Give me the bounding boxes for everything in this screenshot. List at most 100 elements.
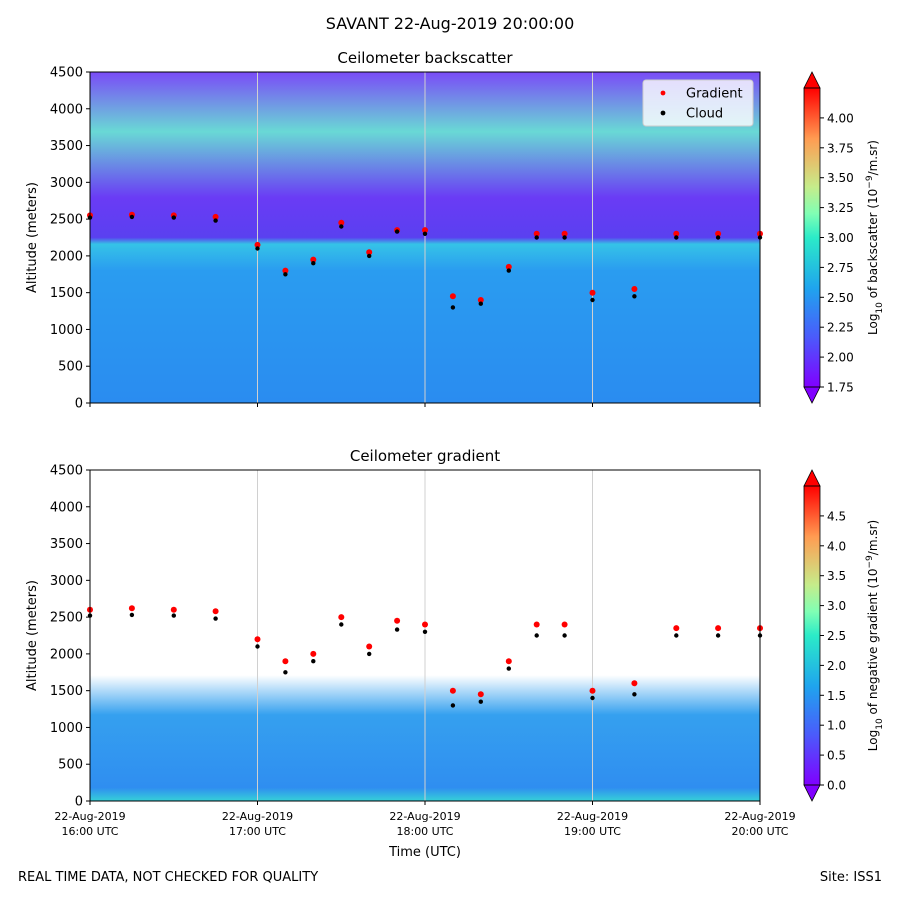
x-tick-label-time: 19:00 UTC [564,825,621,838]
cloud-point [506,666,511,671]
cloud-point [422,231,428,236]
colorbar-tick-label: 3.50 [827,171,854,185]
y-tick-label: 500 [58,360,83,375]
gradient-point [715,230,722,237]
y-tick-label: 2500 [50,611,83,626]
colorbar-tick-label: 3.5 [827,569,846,583]
legend-entry: Cloud [686,107,723,122]
y-tick-label: 1500 [50,684,83,699]
gradient-point [477,297,484,303]
y-tick-label: 0 [75,397,83,412]
gradient-point [422,621,428,628]
gradient-point [477,691,484,698]
quality-disclaimer: REAL TIME DATA, NOT CHECKED FOR QUALITY [18,870,319,885]
cloud-point [674,633,679,638]
panel-title: Ceilometer backscatter [337,49,513,67]
colorbar-extend-max [803,469,821,487]
cloud-point [590,297,595,303]
cloud-point [450,305,456,310]
cloud-point [367,253,372,259]
cloud-point [715,633,721,638]
cloud-point [213,218,218,223]
cloud-point [394,627,400,632]
colorbar-tick-label: 0.0 [827,779,846,793]
gradient-point [394,617,401,624]
x-tick-label-date: 22-Aug-2019 [54,810,125,823]
gradient-point [338,614,345,621]
legend-entry: Gradient [686,87,743,102]
cloud-point [129,214,135,220]
x-tick-label-time: 16:00 UTC [61,825,118,838]
y-tick-label: 3000 [50,574,83,589]
gradient-point [254,636,261,643]
cloud-point [283,670,288,675]
y-tick-label: 2000 [50,249,83,264]
figure-title: SAVANT 22-Aug-2019 20:00:00 [325,14,575,33]
gradient-point [561,621,568,628]
gradient-point [449,293,456,300]
colorbar-tick-label: 1.75 [827,381,854,395]
cloud-point [311,261,316,266]
site-label: Site: ISS1 [819,870,882,885]
colorbar-tick-label: 3.75 [827,141,854,155]
y-tick-label: 2000 [50,647,83,662]
y-axis-label: Altitude (meters) [25,580,40,691]
gradient-point [449,687,456,694]
y-tick-label: 500 [58,758,83,773]
gradient-point [673,625,680,632]
gradient-point [366,249,373,256]
gradient-point [589,687,596,694]
gradient-point [338,219,345,226]
cloud-point [715,235,721,240]
legend-marker [660,110,666,116]
gradient-point [366,643,373,650]
cloud-point [506,268,511,273]
cloud-point [283,272,288,277]
colorbar-extend-min [803,784,821,802]
x-tick-label-date: 22-Aug-2019 [389,810,460,823]
gradient-point [254,241,261,248]
gradient-point [212,213,219,220]
x-tick-label-time: 20:00 UTC [731,825,788,838]
gradient-point [310,650,317,657]
y-tick-label: 1000 [50,323,83,338]
colorbar-tick-label: 3.25 [827,201,854,215]
gradient-point [673,230,680,237]
gradient-point [505,658,512,665]
y-tick-label: 1500 [50,286,83,301]
cloud-point [171,215,176,220]
colorbar-tick-label: 0.5 [827,749,846,763]
cloud-point [311,659,316,664]
cloud-point [129,612,135,618]
gradient-point [128,605,135,612]
cloud-point [632,692,637,697]
gradient-point [282,658,289,665]
cloud-point [590,695,595,701]
y-tick-label: 4500 [50,66,83,81]
x-tick-label-date: 22-Aug-2019 [222,810,293,823]
gradient-point [310,256,317,263]
cloud-point [255,246,260,251]
chart-panel-1: Ceilometer backscatter 0 500 1000 1500 2000 25… [25,49,885,412]
x-tick-label-time: 17:00 UTC [229,825,286,838]
colorbar-tick-label: 2.75 [827,261,854,275]
cloud-point [562,633,567,638]
x-tick-label-date: 22-Aug-2019 [724,810,795,823]
x-tick-label-date: 22-Aug-2019 [557,810,628,823]
gradient-point [505,263,512,270]
cloud-point [422,629,428,634]
chart-panel-2: Ceilometer gradient 0 500 1000 1500 2000 2500 3… [25,447,885,860]
gradient-point [631,680,638,687]
colorbar-tick-label: 1.0 [827,719,846,733]
legend-marker [660,90,666,96]
gradient-point [589,289,596,296]
cloud-point [478,699,483,704]
gradient-point [533,230,540,237]
gradient-point [170,606,177,613]
cloud-point [632,294,637,299]
colorbar-tick-label: 3.00 [827,231,854,245]
cloud-point [478,301,483,306]
y-tick-label: 3000 [50,176,83,191]
colorbar-tick-label: 4.5 [827,509,846,523]
colorbar-tick-label: 1.5 [827,689,846,703]
